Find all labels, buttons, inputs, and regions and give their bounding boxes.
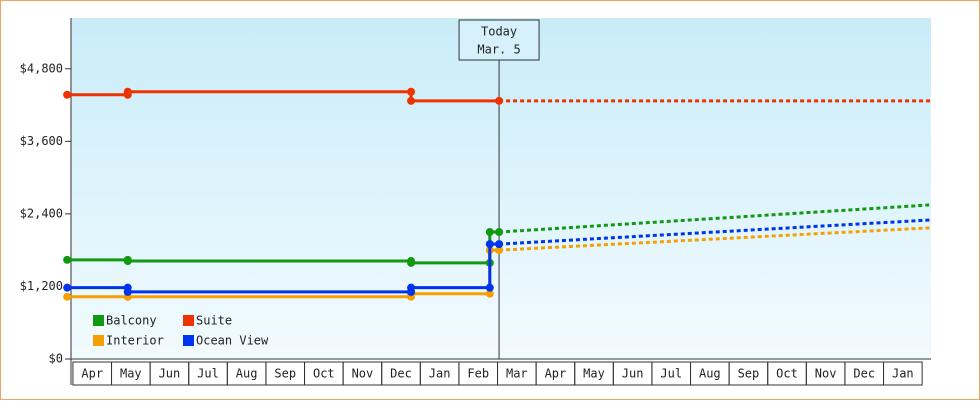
- layer: $0 $1,200 $2,400 $3,600 $4,800 Apr May Jun Jul Au…: [20, 18, 932, 386]
- x-tick-label: May: [583, 367, 605, 381]
- point: [123, 287, 132, 296]
- x-tick-label: Jan: [429, 367, 451, 381]
- point: [407, 258, 416, 267]
- legend-label: Suite: [196, 314, 232, 328]
- x-tick-label: Nov: [815, 367, 837, 381]
- point: [495, 246, 504, 255]
- x-tick-label: Aug: [699, 367, 721, 381]
- legend-swatch: [93, 335, 104, 346]
- y-tick-label: $0: [49, 352, 63, 366]
- today-label: Mar. 5: [477, 43, 520, 57]
- x-tick-label: Jun: [622, 367, 644, 381]
- y-tick-label: $2,400: [20, 206, 63, 220]
- legend-label: Balcony: [106, 314, 157, 328]
- point: [485, 228, 494, 237]
- forecast-line: [498, 226, 932, 252]
- x-tick-label: Sep: [738, 367, 760, 381]
- x-tick-label: Nov: [352, 367, 374, 381]
- point: [63, 90, 72, 99]
- point: [495, 96, 504, 105]
- history-line: [67, 90, 500, 103]
- legend-label: Interior: [106, 334, 164, 348]
- legend-swatch: [93, 315, 104, 326]
- x-tick-label: Oct: [776, 367, 798, 381]
- point: [407, 87, 416, 96]
- point: [495, 240, 504, 249]
- point: [63, 255, 72, 264]
- plot-area: [71, 18, 931, 359]
- x-tick-label: Jul: [660, 367, 682, 381]
- x-tick-label: Mar: [506, 367, 528, 381]
- x-tick-label: Jun: [159, 367, 181, 381]
- x-tick-label: Feb: [467, 367, 489, 381]
- x-tick-label: Oct: [313, 367, 335, 381]
- point: [123, 257, 132, 266]
- point: [495, 228, 504, 237]
- point: [485, 240, 494, 249]
- x-tick-label: Jan: [892, 367, 914, 381]
- point: [485, 283, 494, 292]
- point: [407, 96, 416, 105]
- legend-label: Ocean View: [196, 334, 269, 348]
- point: [63, 283, 72, 292]
- x-tick-label: May: [120, 367, 142, 381]
- y-tick-label: $3,600: [20, 134, 63, 148]
- today-box: [458, 19, 540, 61]
- forecast-line: [498, 203, 932, 234]
- x-tick-label: Dec: [390, 367, 412, 381]
- point: [485, 289, 494, 298]
- x-tick-label: Sep: [274, 367, 296, 381]
- x-tick-cell: [883, 361, 923, 386]
- x-tick-label: Apr: [545, 367, 567, 381]
- point: [123, 87, 132, 96]
- x-tick-label: Aug: [236, 367, 258, 381]
- y-tick-label: $1,200: [20, 279, 63, 293]
- point: [407, 283, 416, 292]
- legend-swatch: [183, 335, 194, 346]
- y-tick-label: $4,800: [20, 61, 63, 75]
- forecast-line: [498, 218, 932, 246]
- legend-swatch: [183, 315, 194, 326]
- x-tick-label: Apr: [81, 367, 103, 381]
- point: [63, 292, 72, 301]
- x-tick-label: Jul: [197, 367, 219, 381]
- today-label: Today: [481, 25, 517, 39]
- x-tick-label: Dec: [853, 367, 875, 381]
